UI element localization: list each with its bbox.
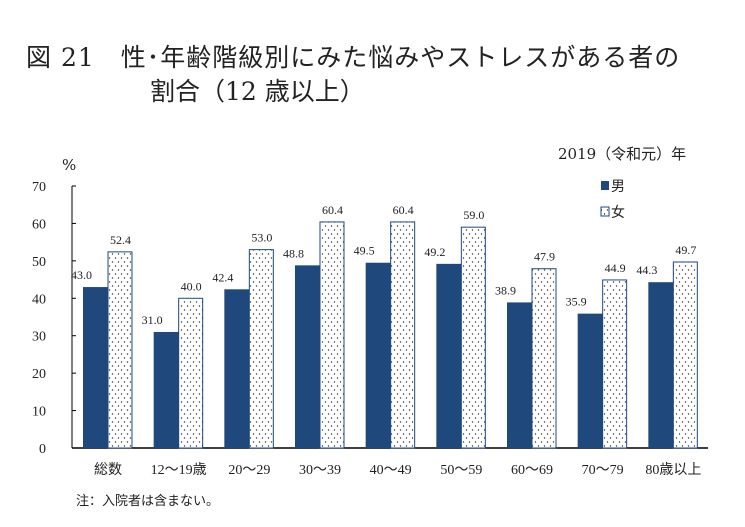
y-tick-label: 60 — [32, 217, 46, 232]
bar-male — [83, 287, 108, 448]
x-tick-label: 70〜79 — [582, 463, 624, 478]
data-label-male: 49.2 — [424, 245, 445, 259]
x-tick-label: 20〜29 — [228, 463, 270, 478]
x-tick-label: 12〜19歳 — [151, 462, 207, 478]
chart-title-line2: 割合（12 歳以上） — [150, 77, 365, 106]
data-label-male: 49.5 — [354, 244, 375, 258]
data-label-male: 31.0 — [142, 313, 163, 327]
bar-male — [577, 313, 603, 448]
legend-swatch-male — [601, 181, 609, 190]
year-label: 2019（令和元）年 — [558, 145, 687, 163]
data-label-male: 38.9 — [495, 283, 516, 297]
y-tick-label: 30 — [32, 330, 46, 345]
bar-male — [295, 265, 320, 448]
bar-female — [107, 251, 133, 449]
y-tick-label: 20 — [32, 367, 46, 382]
x-tick-label: 総数 — [94, 462, 122, 478]
data-label-female: 59.0 — [463, 208, 484, 222]
data-label-female: 53.0 — [251, 231, 272, 245]
data-label-male: 43.0 — [71, 268, 92, 282]
y-tick-label: 50 — [32, 255, 46, 270]
bar-female — [319, 221, 345, 449]
bar-male — [648, 282, 674, 448]
data-label-female: 47.9 — [534, 250, 555, 264]
bar-female — [672, 261, 698, 449]
x-tick-label: 80歳以上 — [645, 462, 701, 478]
bar-female — [531, 268, 557, 449]
data-label-female: 40.0 — [181, 279, 202, 293]
y-tick-label: 0 — [39, 442, 46, 457]
data-label-female: 60.4 — [322, 203, 343, 217]
x-tick-label: 50〜59 — [440, 463, 482, 478]
data-label-female: 60.4 — [393, 203, 414, 217]
data-label-male: 44.3 — [636, 263, 657, 277]
y-tick-label: 40 — [32, 292, 46, 307]
data-label-male: 48.8 — [283, 246, 304, 260]
bar-male — [224, 289, 250, 448]
legend-label-male: 男 — [611, 180, 625, 195]
data-label-male: 35.9 — [566, 295, 587, 309]
data-label-male: 42.4 — [212, 270, 233, 284]
bar-female — [248, 249, 274, 449]
x-tick-label: 60〜69 — [511, 463, 553, 478]
data-label-female: 44.9 — [605, 261, 626, 275]
bar-male — [436, 263, 462, 448]
bar-female — [178, 297, 204, 449]
bar-male — [153, 331, 179, 448]
data-label-female: 49.7 — [675, 243, 696, 257]
y-tick-label: 70 — [32, 180, 46, 195]
footnote: 注：入院者は含まない。 — [76, 494, 220, 509]
legend-swatch-female — [600, 206, 610, 217]
legend-label-female: 女 — [611, 204, 625, 221]
bar-female — [460, 226, 486, 449]
x-tick-label: 40〜49 — [370, 463, 412, 478]
bar-female — [390, 221, 416, 449]
y-tick-label: 10 — [32, 405, 46, 420]
bar-female — [602, 279, 628, 449]
bar-male — [507, 302, 532, 448]
data-label-female: 52.4 — [110, 233, 131, 247]
x-tick-label: 30〜39 — [299, 463, 341, 478]
chart-title: 図 21 性･年齢階級別にみた悩みやストレスがある者の — [26, 43, 681, 72]
bar-male — [365, 262, 391, 448]
y-axis-unit: % — [62, 156, 77, 174]
